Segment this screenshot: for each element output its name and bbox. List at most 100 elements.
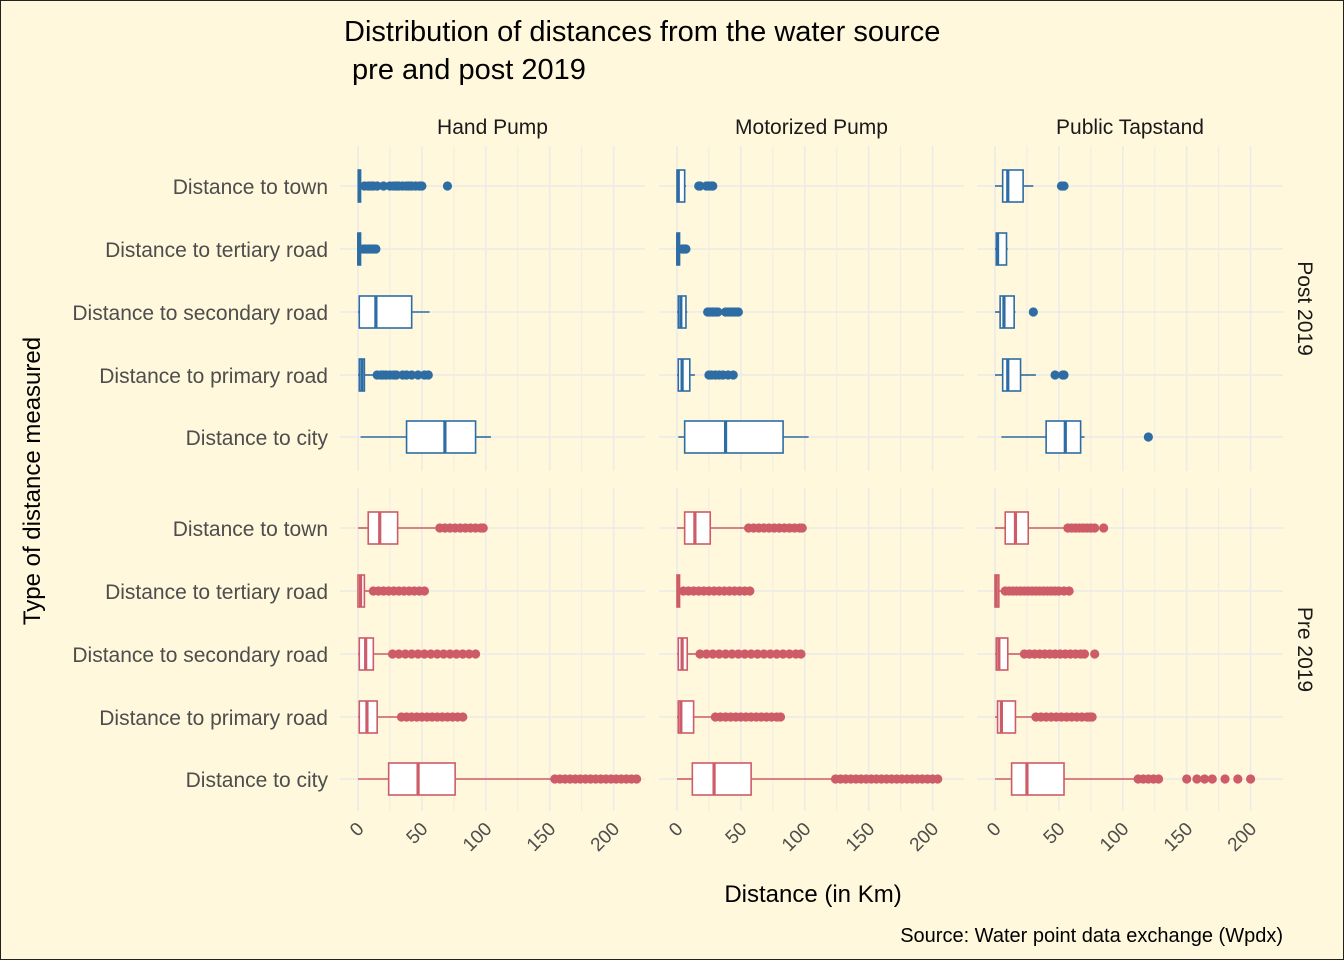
outlier-hand-pump-pre-2019-distance-to-secondary-road [413, 649, 423, 659]
x-tick-label-100: 100 [778, 819, 815, 856]
box-hand-pump-post-2019-distance-to-city [405, 420, 477, 454]
facet-label-pre-2019: Pre 2019 [1293, 607, 1316, 692]
outlier-public-tapstand-pre-2019-distance-to-city [1220, 774, 1230, 784]
x-tick-label-200: 200 [906, 819, 943, 856]
outlier-public-tapstand-pre-2019-distance-to-city [1153, 774, 1164, 784]
outlier-motorized-pump-post-2019-distance-to-town [708, 181, 718, 191]
y-tick-label-distance-to-city: Distance to city [186, 769, 329, 792]
facet-label-hand-pump: Hand Pump [437, 116, 548, 139]
outlier-hand-pump-pre-2019-distance-to-secondary-road [439, 649, 449, 659]
outlier-public-tapstand-pre-2019-distance-to-city [1199, 774, 1210, 784]
outlier-hand-pump-post-2019-distance-to-primary-road [413, 370, 423, 380]
outlier-motorized-pump-post-2019-distance-to-secondary-road [733, 307, 743, 317]
label-layer: Distribution of distances from the water… [19, 16, 1316, 947]
outlier-public-tapstand-pre-2019-distance-to-secondary-road [1079, 649, 1090, 659]
outlier-motorized-pump-pre-2019-distance-to-primary-road [775, 712, 786, 722]
x-tick-label-100: 100 [459, 819, 496, 856]
box-motorized-pump-post-2019-distance-to-primary-road [677, 358, 691, 392]
y-axis-title: Type of distance measured [19, 337, 46, 625]
outlier-public-tapstand-pre-2019-distance-to-secondary-road [1090, 649, 1100, 659]
outlier-motorized-pump-post-2019-distance-to-tertiary-road [681, 244, 691, 254]
x-tick-label-0: 0 [665, 819, 687, 841]
y-tick-label-distance-to-town: Distance to town [173, 176, 328, 199]
y-tick-label-distance-to-town: Distance to town [173, 518, 328, 541]
box-hand-pump-pre-2019-distance-to-city [387, 762, 456, 796]
x-tick-label-150: 150 [1160, 819, 1197, 856]
outlier-motorized-pump-pre-2019-distance-to-secondary-road [772, 649, 782, 659]
box-public-tapstand-pre-2019-distance-to-secondary-road [995, 637, 1009, 671]
outlier-public-tapstand-post-2019-distance-to-secondary-road [1028, 307, 1038, 317]
outlier-motorized-pump-pre-2019-distance-to-town [797, 523, 807, 533]
outlier-motorized-pump-pre-2019-distance-to-secondary-road [752, 649, 763, 659]
outlier-motorized-pump-pre-2019-distance-to-city [933, 774, 943, 784]
outlier-public-tapstand-post-2019-distance-to-primary-road [1059, 370, 1069, 380]
outlier-motorized-pump-pre-2019-distance-to-secondary-road [784, 649, 795, 659]
box-public-tapstand-pre-2019-distance-to-city [1010, 762, 1065, 796]
x-tick-label-50: 50 [722, 819, 752, 849]
outlier-public-tapstand-pre-2019-distance-to-city [1182, 774, 1192, 784]
outlier-public-tapstand-pre-2019-distance-to-primary-road [1087, 712, 1097, 722]
x-tick-label-100: 100 [1096, 819, 1133, 856]
outlier-hand-pump-pre-2019-distance-to-secondary-road [432, 649, 442, 659]
grid-layer [340, 146, 1283, 811]
box-motorized-pump-post-2019-distance-to-city [683, 420, 784, 454]
outlier-hand-pump-pre-2019-distance-to-secondary-road [407, 649, 417, 659]
outlier-public-tapstand-pre-2019-distance-to-town [1090, 523, 1100, 533]
outlier-public-tapstand-post-2019-distance-to-city [1143, 432, 1153, 442]
box-hand-pump-post-2019-distance-to-secondary-road [358, 295, 413, 329]
outlier-hand-pump-post-2019-distance-to-primary-road [423, 370, 433, 380]
outlier-hand-pump-post-2019-distance-to-town [417, 181, 427, 191]
mark-layer [357, 169, 1256, 796]
outlier-public-tapstand-post-2019-distance-to-primary-road [1050, 370, 1060, 380]
outlier-public-tapstand-pre-2019-distance-to-city [1233, 774, 1243, 784]
outlier-motorized-pump-pre-2019-distance-to-secondary-road [778, 649, 788, 659]
box-public-tapstand-post-2019-distance-to-city [1045, 420, 1082, 454]
box-motorized-pump-pre-2019-distance-to-city [691, 762, 752, 796]
outlier-hand-pump-pre-2019-distance-to-secondary-road [458, 649, 468, 659]
outlier-hand-pump-pre-2019-distance-to-secondary-road [394, 649, 404, 659]
outlier-hand-pump-pre-2019-distance-to-secondary-road [464, 649, 474, 659]
y-tick-label-distance-to-primary-road: Distance to primary road [99, 707, 328, 730]
outlier-public-tapstand-pre-2019-distance-to-tertiary-road [1064, 586, 1074, 596]
x-tick-label-0: 0 [346, 819, 368, 841]
outlier-motorized-pump-pre-2019-distance-to-secondary-road [720, 649, 731, 659]
y-tick-label-distance-to-secondary-road: Distance to secondary road [72, 644, 328, 667]
outlier-public-tapstand-pre-2019-distance-to-town [1099, 523, 1109, 533]
outlier-motorized-pump-pre-2019-distance-to-tertiary-road [745, 586, 755, 596]
outlier-motorized-pump-post-2019-distance-to-secondary-road [713, 307, 723, 317]
outlier-motorized-pump-pre-2019-distance-to-secondary-road [701, 649, 711, 659]
x-tick-label-0: 0 [983, 819, 1005, 841]
outlier-public-tapstand-pre-2019-distance-to-city [1246, 774, 1256, 784]
outlier-motorized-pump-pre-2019-distance-to-secondary-road [708, 649, 718, 659]
y-tick-label-distance-to-primary-road: Distance to primary road [99, 365, 328, 388]
x-tick-label-150: 150 [842, 819, 879, 856]
outlier-hand-pump-pre-2019-distance-to-town [478, 523, 488, 533]
outlier-hand-pump-pre-2019-distance-to-secondary-road [451, 649, 462, 659]
outlier-hand-pump-pre-2019-distance-to-secondary-road [387, 649, 398, 659]
outlier-hand-pump-pre-2019-distance-to-primary-road [458, 712, 468, 722]
x-axis-title: Distance (in Km) [724, 881, 901, 908]
chart-title-line2: pre and post 2019 [344, 54, 586, 86]
outlier-hand-pump-post-2019-distance-to-primary-road [407, 370, 417, 380]
outlier-hand-pump-post-2019-distance-to-town [442, 181, 453, 191]
outlier-hand-pump-pre-2019-distance-to-secondary-road [470, 649, 481, 659]
outlier-motorized-pump-pre-2019-distance-to-secondary-road [733, 649, 743, 659]
facet-label-post-2019: Post 2019 [1293, 261, 1316, 356]
outlier-hand-pump-post-2019-distance-to-primary-road [391, 370, 401, 380]
outlier-motorized-pump-pre-2019-distance-to-secondary-road [695, 649, 705, 659]
box-public-tapstand-post-2019-distance-to-secondary-road [999, 295, 1015, 329]
y-tick-label-distance-to-city: Distance to city [186, 427, 329, 450]
source-caption: Source: Water point data exchange (Wpdx) [900, 925, 1283, 947]
x-tick-label-200: 200 [1224, 819, 1261, 856]
outlier-motorized-pump-post-2019-distance-to-town [695, 181, 705, 191]
box-public-tapstand-post-2019-distance-to-town [1001, 169, 1024, 203]
outlier-hand-pump-pre-2019-distance-to-tertiary-road [419, 586, 430, 596]
outlier-motorized-pump-pre-2019-distance-to-secondary-road [740, 649, 750, 659]
x-tick-label-50: 50 [403, 819, 433, 849]
outlier-hand-pump-pre-2019-distance-to-secondary-road [445, 649, 455, 659]
outlier-hand-pump-post-2019-distance-to-town [378, 181, 389, 191]
outlier-motorized-pump-pre-2019-distance-to-secondary-road [727, 649, 737, 659]
y-tick-label-distance-to-tertiary-road: Distance to tertiary road [105, 581, 328, 604]
